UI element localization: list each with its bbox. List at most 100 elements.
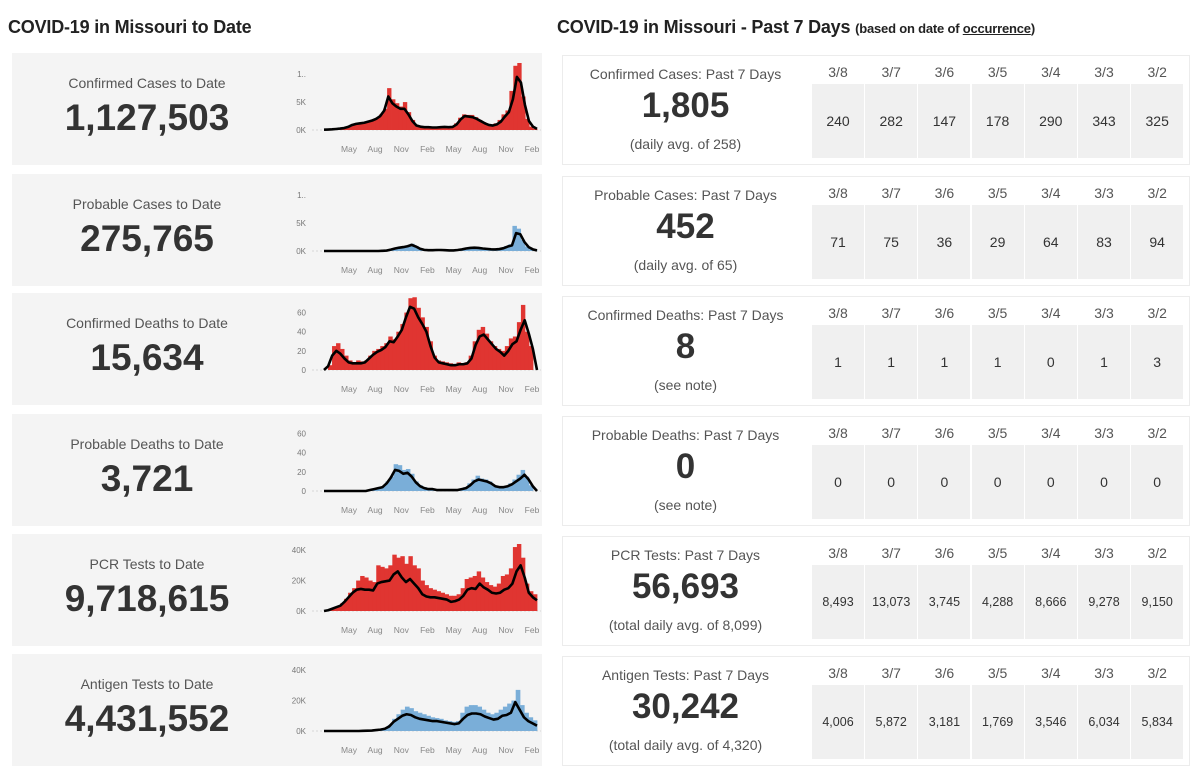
daily-bar[interactable] bbox=[368, 355, 373, 370]
daily-bar[interactable] bbox=[476, 571, 482, 611]
daily-bar[interactable] bbox=[516, 228, 522, 251]
daily-bar[interactable] bbox=[424, 585, 429, 611]
daily-bar[interactable] bbox=[336, 606, 341, 611]
daily-bar[interactable] bbox=[460, 363, 466, 370]
daily-bar[interactable] bbox=[409, 708, 414, 731]
sparkline-chart[interactable]: 0K 20K 40K May Aug Nov Feb May Aug Nov Feb bbox=[282, 654, 542, 766]
daily-bar[interactable] bbox=[452, 595, 458, 611]
daily-bar[interactable] bbox=[524, 712, 529, 731]
day-value-cell[interactable]: 0 bbox=[865, 445, 918, 519]
past-7-total[interactable]: 1,805 bbox=[641, 86, 730, 125]
daily-bar[interactable] bbox=[519, 705, 525, 731]
day-value-cell[interactable]: 147 bbox=[918, 84, 971, 158]
daily-bar[interactable] bbox=[387, 724, 393, 731]
daily-bar[interactable] bbox=[489, 124, 495, 130]
daily-bar[interactable] bbox=[392, 718, 397, 731]
daily-bar[interactable] bbox=[384, 568, 389, 611]
daily-bar[interactable] bbox=[460, 588, 466, 611]
day-value-cell[interactable]: 343 bbox=[1078, 84, 1130, 158]
day-value-cell[interactable]: 36 bbox=[918, 205, 971, 279]
daily-bar[interactable] bbox=[375, 117, 380, 130]
daily-bar[interactable] bbox=[406, 112, 412, 130]
day-value-cell[interactable]: 13,073 bbox=[865, 565, 918, 639]
daily-bar[interactable] bbox=[481, 709, 487, 731]
daily-bar[interactable] bbox=[336, 343, 341, 370]
daily-bar[interactable] bbox=[444, 362, 449, 370]
day-value-cell[interactable]: 3,745 bbox=[918, 565, 971, 639]
day-value-cell[interactable]: 0 bbox=[1024, 325, 1077, 399]
daily-bar[interactable] bbox=[383, 108, 388, 130]
day-value-cell[interactable]: 1 bbox=[812, 325, 864, 399]
daily-bar[interactable] bbox=[477, 119, 483, 130]
daily-bar[interactable] bbox=[367, 121, 372, 130]
daily-bar[interactable] bbox=[496, 583, 502, 611]
daily-bar[interactable] bbox=[497, 119, 502, 130]
daily-bar[interactable] bbox=[348, 360, 353, 370]
daily-bar[interactable] bbox=[508, 568, 514, 611]
daily-bar[interactable] bbox=[420, 317, 425, 370]
daily-bar[interactable] bbox=[432, 589, 437, 611]
daily-bar[interactable] bbox=[408, 556, 413, 611]
occurrence-link[interactable]: occurrence bbox=[962, 21, 1031, 36]
daily-bar[interactable] bbox=[351, 124, 356, 130]
day-value-cell[interactable]: 5,872 bbox=[865, 685, 918, 759]
daily-bar[interactable] bbox=[352, 588, 357, 611]
daily-bar[interactable] bbox=[396, 714, 402, 731]
daily-bar[interactable] bbox=[352, 362, 357, 370]
daily-bar[interactable] bbox=[504, 574, 510, 611]
daily-bar[interactable] bbox=[475, 247, 481, 251]
day-value-cell[interactable]: 282 bbox=[865, 84, 918, 158]
daily-bar[interactable] bbox=[398, 106, 404, 130]
sparkline-chart[interactable]: 0 20 40 60 May Aug Nov Feb May Aug Nov Feb bbox=[282, 293, 542, 405]
to-date-value[interactable]: 3,721 bbox=[100, 458, 194, 499]
daily-bar[interactable] bbox=[524, 583, 530, 611]
daily-bar[interactable] bbox=[421, 714, 427, 731]
daily-bar[interactable] bbox=[404, 706, 410, 731]
daily-bar[interactable] bbox=[376, 565, 381, 611]
daily-bar[interactable] bbox=[481, 122, 487, 130]
daily-bar[interactable] bbox=[405, 468, 411, 491]
daily-bar[interactable] bbox=[418, 485, 423, 491]
past-7-total[interactable]: 8 bbox=[675, 327, 696, 366]
daily-bar[interactable] bbox=[468, 355, 474, 370]
daily-bar[interactable] bbox=[359, 122, 364, 130]
day-value-cell[interactable]: 0 bbox=[1078, 445, 1130, 519]
daily-bar[interactable] bbox=[472, 575, 478, 611]
daily-bar[interactable] bbox=[458, 117, 463, 130]
daily-bar[interactable] bbox=[532, 594, 538, 611]
day-value-cell[interactable]: 0 bbox=[812, 445, 864, 519]
daily-bar[interactable] bbox=[340, 603, 345, 611]
daily-bar[interactable] bbox=[483, 479, 489, 491]
daily-bar[interactable] bbox=[430, 717, 436, 731]
daily-bar[interactable] bbox=[387, 88, 392, 131]
daily-bar[interactable] bbox=[508, 244, 513, 251]
daily-bar[interactable] bbox=[485, 712, 491, 731]
day-value-cell[interactable]: 240 bbox=[812, 84, 864, 158]
daily-bar[interactable] bbox=[528, 249, 534, 251]
daily-bar[interactable] bbox=[364, 360, 369, 370]
daily-bar[interactable] bbox=[388, 336, 393, 371]
day-value-cell[interactable]: 83 bbox=[1078, 205, 1130, 279]
daily-bar[interactable] bbox=[332, 346, 337, 370]
daily-bar[interactable] bbox=[504, 245, 509, 251]
daily-bar[interactable] bbox=[520, 304, 526, 370]
daily-bar[interactable] bbox=[393, 464, 399, 491]
daily-bar[interactable] bbox=[477, 706, 483, 731]
daily-bar[interactable] bbox=[416, 307, 421, 370]
sparkline-chart[interactable]: 0K 5K 1.. May Aug Nov Feb May Aug Nov Feb bbox=[282, 174, 542, 286]
day-value-cell[interactable]: 29 bbox=[971, 205, 1024, 279]
daily-bar[interactable] bbox=[377, 488, 382, 491]
sparkline-chart[interactable]: 0 20 40 60 May Aug Nov Feb May Aug Nov Feb bbox=[282, 414, 542, 526]
daily-bar[interactable] bbox=[492, 586, 498, 611]
daily-bar[interactable] bbox=[448, 595, 453, 611]
daily-bar[interactable] bbox=[348, 592, 353, 611]
daily-bar[interactable] bbox=[500, 575, 506, 611]
daily-bar[interactable] bbox=[422, 127, 427, 130]
daily-bar[interactable] bbox=[488, 585, 494, 611]
to-date-value[interactable]: 4,431,552 bbox=[64, 698, 230, 739]
day-value-cell[interactable]: 4,288 bbox=[971, 565, 1024, 639]
daily-bar[interactable] bbox=[385, 481, 390, 491]
daily-bar[interactable] bbox=[363, 122, 368, 130]
day-value-cell[interactable]: 3,181 bbox=[918, 685, 971, 759]
daily-bar[interactable] bbox=[410, 119, 416, 130]
